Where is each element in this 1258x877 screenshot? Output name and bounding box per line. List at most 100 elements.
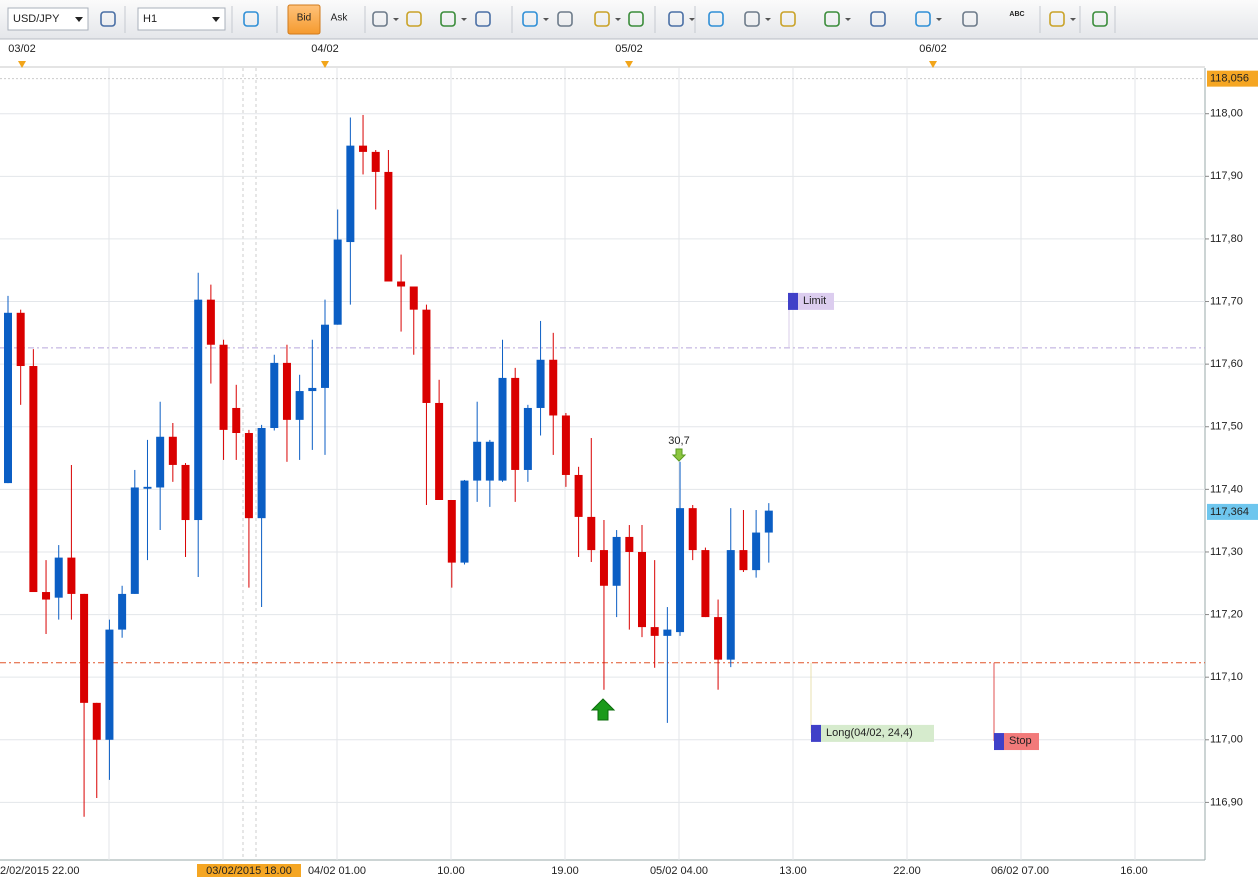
icon-shape (557, 11, 573, 27)
candle-body (650, 627, 659, 636)
tool-icon[interactable] (780, 11, 796, 27)
timeframe-select[interactable] (137, 7, 226, 31)
position-label: Long(04/02, 24,4) (826, 727, 913, 739)
icon-shape (475, 11, 491, 27)
candle-body (130, 487, 139, 594)
tool-icon[interactable] (522, 11, 549, 27)
tool-icon[interactable] (372, 11, 399, 27)
icon-dropdown (615, 18, 621, 21)
tool-icon[interactable] (744, 11, 771, 27)
tool-icon[interactable] (628, 11, 644, 27)
icon-dropdown (936, 18, 942, 21)
bid-button[interactable] (287, 4, 321, 35)
timeframe[interactable]: H1 (143, 13, 157, 25)
x-tick-label: 16.00 (1120, 865, 1148, 877)
candle-body (29, 366, 38, 593)
icon-dropdown (1070, 18, 1076, 21)
y-tick-label: 117,10 (1210, 671, 1243, 683)
candle-body (371, 151, 380, 172)
candle-body (422, 309, 431, 403)
tool-icon[interactable] (870, 11, 886, 27)
candle-body (156, 436, 165, 488)
ask-label[interactable]: Ask (331, 13, 349, 24)
candle-body (257, 428, 266, 519)
y-tick-label: 117,00 (1210, 734, 1243, 746)
icon-shape (668, 11, 684, 27)
candle-body (308, 387, 317, 392)
candle-body (587, 516, 596, 551)
candle-body (270, 362, 279, 428)
y-tick-label: 117,60 (1210, 358, 1243, 370)
candle-body (688, 508, 697, 551)
candle-body (523, 407, 532, 470)
position-bg (821, 724, 934, 742)
candle-body (206, 299, 215, 345)
candle-body (511, 377, 520, 470)
tool-icon[interactable] (557, 11, 573, 27)
symbol[interactable]: USD/JPY (13, 13, 60, 25)
icon-dropdown (689, 18, 695, 21)
tool-icon[interactable] (100, 11, 116, 27)
icon-shape (406, 11, 422, 27)
limit-bg (798, 292, 834, 310)
tool-icon[interactable] (1049, 11, 1076, 27)
tool-icon[interactable] (708, 11, 724, 27)
symbol-select[interactable] (7, 7, 89, 31)
candle-body (244, 433, 253, 519)
bid-label[interactable]: Bid (297, 13, 311, 24)
tool-icon[interactable] (962, 11, 978, 27)
candle-body (321, 324, 329, 388)
tool-icon[interactable] (406, 11, 422, 27)
tool-icon[interactable] (915, 11, 942, 27)
date-marker (929, 61, 937, 68)
icon-shape (744, 11, 760, 27)
tool-icon[interactable] (668, 11, 695, 27)
top-date-label: 03/02 (8, 43, 36, 55)
dropdown-arrow (212, 17, 220, 22)
candle-body (67, 557, 76, 594)
candle-body (574, 474, 583, 517)
top-date-label: 05/02 (615, 43, 643, 55)
x-tick-label: 06/02 07.00 (991, 865, 1049, 877)
top-marker-label: 118,056 (1210, 73, 1249, 85)
icon-shape (915, 11, 931, 27)
tool-icon[interactable] (475, 11, 491, 27)
position-handle[interactable] (811, 724, 821, 742)
candle-body (92, 702, 101, 740)
icon-shape (372, 11, 388, 27)
candle-body (16, 312, 25, 367)
tool-icon[interactable] (243, 11, 259, 27)
y-tick-label: 117,70 (1210, 295, 1243, 307)
signal-label: 30,7 (668, 435, 689, 447)
date-marker (625, 61, 633, 68)
icon-shape (594, 11, 610, 27)
limit-handle[interactable] (788, 292, 798, 310)
candle-body (752, 532, 761, 571)
limit-label: Limit (803, 295, 826, 307)
icon-shape (962, 11, 978, 27)
text-tool[interactable]: ABC (1009, 11, 1024, 18)
x-tick-label: 10.00 (437, 865, 465, 877)
tool-icon[interactable] (594, 11, 621, 27)
candle-body (143, 486, 152, 489)
stop-bg (1004, 733, 1039, 751)
tool-icon[interactable] (824, 11, 851, 27)
candle-body (54, 557, 63, 598)
date-marker (321, 61, 329, 68)
tool-icon[interactable] (1092, 11, 1108, 27)
dropdown-arrow (75, 17, 83, 22)
cursor-label: 03/02/2015 18.00 (206, 865, 292, 877)
sell-arrow (671, 448, 687, 462)
candle-body (384, 171, 393, 282)
y-tick-label: 117,80 (1210, 233, 1243, 245)
tool-icon[interactable] (440, 11, 467, 27)
icon-shape (1092, 11, 1108, 27)
icon-dropdown (845, 18, 851, 21)
candle-body (42, 592, 51, 600)
candle-body (282, 362, 291, 420)
candle-body (460, 480, 469, 563)
candle-body (232, 407, 241, 434)
stop-handle[interactable] (994, 733, 1004, 751)
y-tick-label: 116,90 (1210, 796, 1243, 808)
